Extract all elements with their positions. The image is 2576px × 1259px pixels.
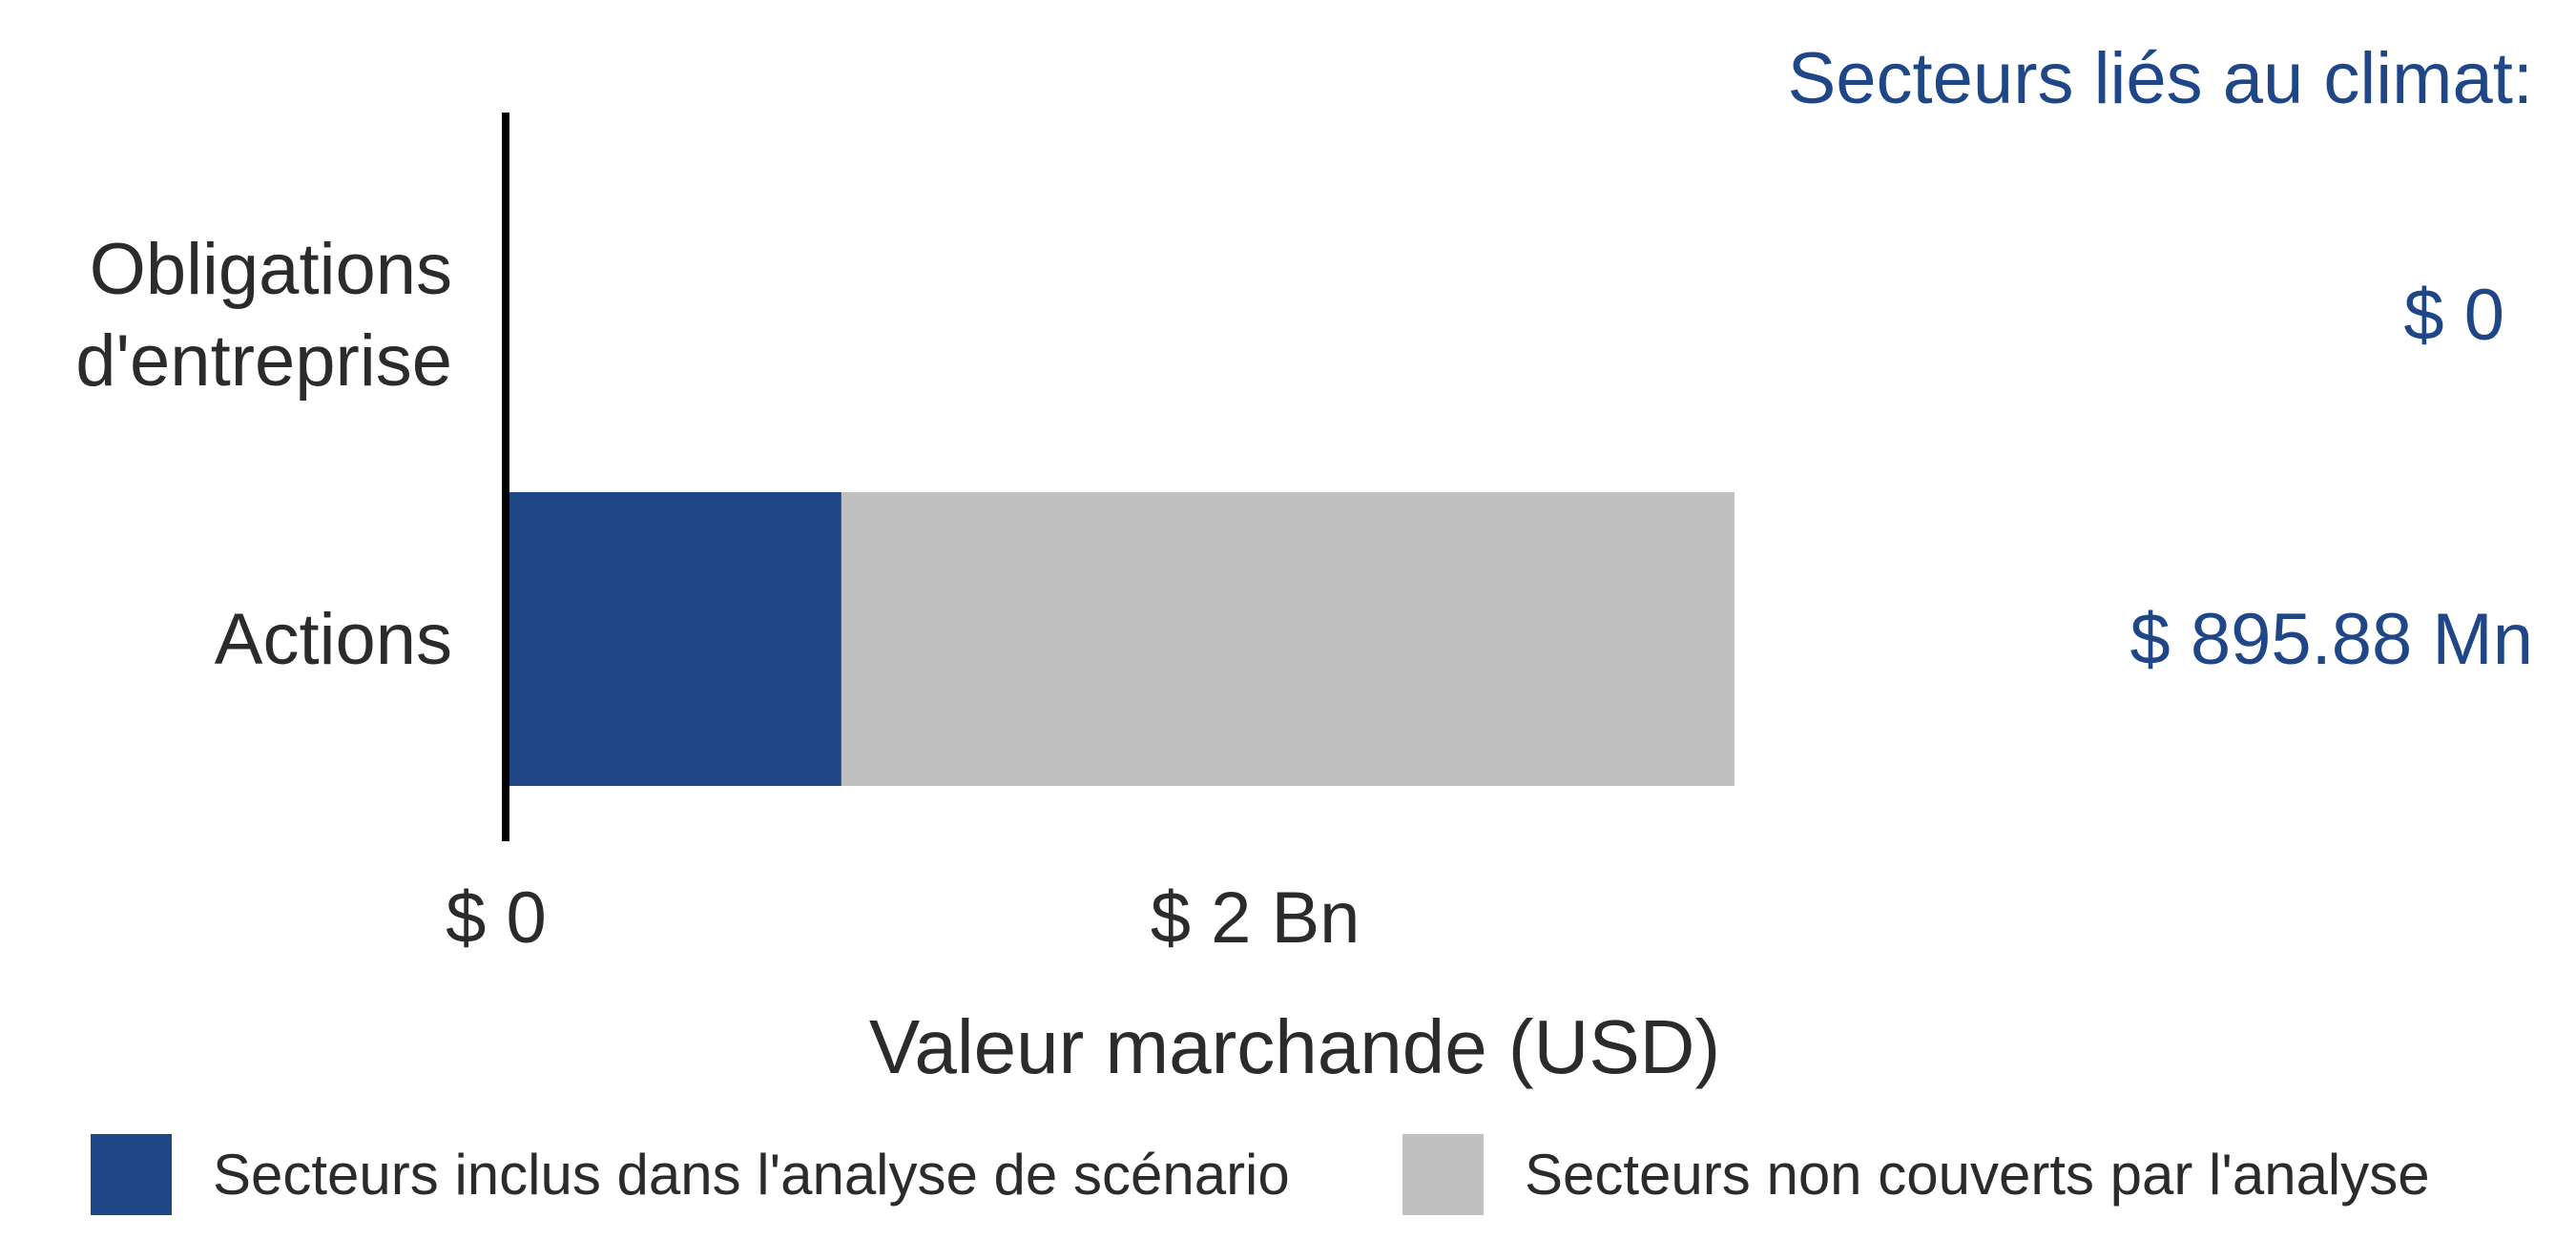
x-tick-label: $ 0: [446, 877, 547, 959]
category-labels: Obligations d'entreprise Actions: [75, 229, 452, 680]
legend-label: Secteurs non couverts par l'analyse: [1525, 1143, 2430, 1207]
x-tick-label: $ 2 Bn: [1151, 877, 1361, 959]
legend-label: Secteurs inclus dans l'analyse de scénar…: [213, 1143, 1290, 1207]
legend: Secteurs inclus dans l'analyse de scénar…: [91, 1134, 2430, 1215]
legend-swatch: [1402, 1134, 1484, 1215]
x-axis-title: Valeur marchande (USD): [869, 1004, 1720, 1089]
side-value: $ 895.88 Mn: [2129, 599, 2533, 680]
side-value: $ 0: [2403, 275, 2504, 356]
category-label: Actions: [215, 599, 452, 680]
x-tick-labels: $ 0 $ 2 Bn: [446, 877, 1360, 959]
bar-1-series-1: [841, 492, 1735, 786]
side-panel-values: $ 0 $ 895.88 Mn: [2129, 275, 2533, 680]
category-label: Obligations d'entreprise: [75, 229, 452, 402]
side-panel-title: Secteurs liés au climat:: [1788, 38, 2533, 119]
plot-area: [502, 113, 1735, 841]
bar-1-series-0: [506, 492, 841, 786]
legend-swatch: [91, 1134, 172, 1215]
